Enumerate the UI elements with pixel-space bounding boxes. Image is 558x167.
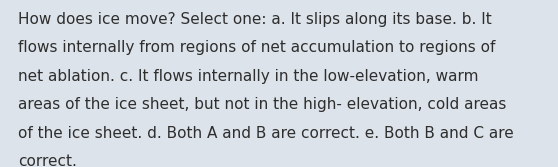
Text: How does ice move? Select one: a. It slips along its base. b. It: How does ice move? Select one: a. It sli…	[18, 12, 492, 27]
Text: correct.: correct.	[18, 154, 77, 167]
Text: areas of the ice sheet, but not in the high- elevation, cold areas: areas of the ice sheet, but not in the h…	[18, 97, 506, 112]
Text: of the ice sheet. d. Both A and B are correct. e. Both B and C are: of the ice sheet. d. Both A and B are co…	[18, 126, 514, 141]
Text: flows internally from regions of net accumulation to regions of: flows internally from regions of net acc…	[18, 40, 496, 55]
Text: net ablation. c. It flows internally in the low-elevation, warm: net ablation. c. It flows internally in …	[18, 69, 479, 84]
